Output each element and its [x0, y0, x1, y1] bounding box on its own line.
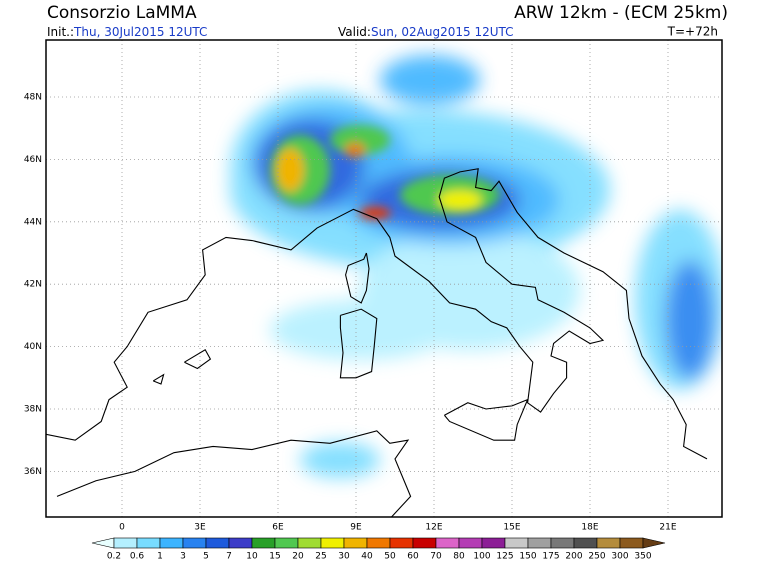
lon-label: 0 — [119, 523, 125, 533]
coastline — [56, 430, 412, 517]
lat-label: 44N — [24, 217, 42, 227]
grid — [46, 40, 722, 517]
colorbar-box — [205, 537, 230, 549]
lon-label: 18E — [581, 523, 598, 533]
colorbar-label: 25 — [315, 552, 326, 562]
colorbar-box — [274, 537, 299, 549]
colorbar-label: 60 — [407, 552, 419, 562]
colorbar-box — [389, 537, 414, 549]
lat-label: 40N — [24, 342, 42, 352]
colorbar-label: 15 — [269, 552, 280, 562]
lead-time: T=+72h — [667, 25, 718, 39]
colorbar-label: 250 — [588, 552, 605, 562]
colorbar-box — [297, 537, 322, 549]
colorbar-box — [228, 537, 253, 549]
colorbar-label: 70 — [430, 552, 442, 562]
colorbar-box — [596, 537, 621, 549]
colorbar-label: 20 — [292, 552, 304, 562]
valid-label: Valid: — [338, 25, 371, 39]
coastline — [184, 348, 212, 370]
colorbar-box — [527, 537, 552, 549]
lat-label: 48N — [24, 93, 42, 103]
lon-label: 12E — [425, 523, 442, 533]
colorbar-high-triangle — [642, 537, 666, 549]
colorbar-label: 300 — [611, 552, 628, 562]
lat-label: 36N — [24, 467, 42, 477]
colorbar-label: 40 — [361, 552, 373, 562]
init-line: Init.:Thu, 30Jul2015 12UTC — [47, 25, 207, 39]
colorbar-box — [251, 537, 276, 549]
colorbar-box — [619, 537, 644, 549]
map-area — [46, 40, 722, 517]
colorbar-box — [113, 537, 138, 549]
colorbar-box — [481, 537, 506, 549]
colorbar-label: 30 — [338, 552, 350, 562]
colorbar-box — [182, 537, 207, 549]
lon-label: 6E — [272, 523, 284, 533]
colorbar-label: 175 — [542, 552, 559, 562]
map-frame — [45, 39, 723, 518]
title: Consorzio LaMMA — [47, 3, 197, 23]
colorbar-label: 200 — [565, 552, 582, 562]
colorbar-box — [320, 537, 345, 549]
lat-label: 46N — [24, 155, 42, 165]
colorbar-label: 5 — [203, 552, 209, 562]
colorbar-box — [136, 537, 161, 549]
init-label: Init.: — [47, 25, 74, 39]
valid-date: Sun, 02Aug2015 12UTC — [371, 25, 514, 39]
colorbar-label: 10 — [246, 552, 258, 562]
colorbar-box — [550, 537, 575, 549]
colorbar: 0.2 0.6 1 3 5 7 10 15 20 25 30 40 50 60 70 80 100 125 150 1… — [91, 537, 666, 562]
colorbar-label: 3 — [180, 552, 186, 562]
coastline — [443, 398, 529, 441]
colorbar-box — [159, 537, 184, 549]
valid-line: Valid:Sun, 02Aug2015 12UTC — [338, 25, 514, 39]
colorbar-box — [412, 537, 437, 549]
colorbar-label: 0.2 — [107, 552, 121, 562]
lat-label: 38N — [24, 405, 42, 415]
colorbar-label: 1 — [157, 552, 163, 562]
colorbar-box — [343, 537, 368, 549]
lon-label: 21E — [659, 523, 676, 533]
axis-labels: 48N 46N 44N 42N 40N 38N 36N 0 3E 6E 9E 12E 15E 18E 21E — [24, 93, 677, 533]
colorbar-label: 50 — [384, 552, 396, 562]
coastline — [345, 252, 370, 304]
model: ARW 12km - (ECM 25km) — [514, 3, 728, 23]
colorbar-label: 0.6 — [130, 552, 145, 562]
precip-core — [270, 125, 500, 219]
coastline — [339, 308, 378, 379]
lon-label: 9E — [350, 523, 362, 533]
colorbar-label: 100 — [473, 552, 490, 562]
colorbar-label: 150 — [519, 552, 536, 562]
colorbar-label: 350 — [634, 552, 651, 562]
coastline — [46, 168, 708, 460]
colorbar-label: 125 — [496, 552, 513, 562]
colorbar-box — [573, 537, 598, 549]
colorbar-box — [366, 537, 391, 549]
colorbar-label: 7 — [226, 552, 232, 562]
lon-label: 15E — [503, 523, 520, 533]
colorbar-box — [458, 537, 483, 549]
coastline — [152, 373, 165, 385]
colorbar-box — [504, 537, 529, 549]
lat-label: 42N — [24, 280, 42, 290]
init-date: Thu, 30Jul2015 12UTC — [73, 25, 207, 39]
lon-label: 3E — [194, 523, 206, 533]
colorbar-low-triangle — [91, 537, 115, 549]
coastlines — [46, 168, 708, 517]
colorbar-label: 80 — [453, 552, 465, 562]
colorbar-box — [435, 537, 460, 549]
